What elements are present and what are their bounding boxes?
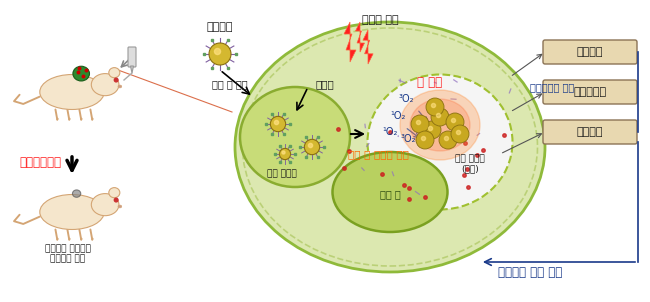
Circle shape	[423, 121, 441, 139]
Polygon shape	[131, 66, 133, 73]
Text: 세포 내 항암제 방출: 세포 내 항암제 방출	[348, 149, 408, 159]
Text: ¹O₂: ¹O₂	[382, 127, 398, 137]
Polygon shape	[356, 22, 365, 52]
Text: 인상적인 치료 효과: 인상적인 치료 효과	[498, 265, 562, 278]
FancyBboxPatch shape	[543, 40, 637, 64]
Text: 후기 엔도좀
(산성): 후기 엔도좀 (산성)	[455, 154, 485, 174]
Circle shape	[209, 43, 231, 65]
Text: 세포 내 유입: 세포 내 유입	[212, 79, 248, 89]
FancyBboxPatch shape	[543, 120, 637, 144]
Ellipse shape	[73, 66, 90, 81]
FancyBboxPatch shape	[543, 80, 637, 104]
Text: 광역학치료: 광역학치료	[573, 87, 606, 97]
Ellipse shape	[240, 87, 350, 187]
Ellipse shape	[400, 90, 480, 160]
Ellipse shape	[367, 75, 512, 210]
Circle shape	[270, 116, 285, 132]
Text: 열 발생: 열 발생	[417, 76, 443, 88]
Polygon shape	[344, 22, 356, 62]
Ellipse shape	[40, 75, 104, 110]
Text: 화학요법: 화학요법	[577, 127, 603, 137]
Text: ³O₂: ³O₂	[400, 134, 416, 144]
Ellipse shape	[333, 152, 447, 232]
Text: 전기 엔도좀: 전기 엔도좀	[267, 169, 297, 178]
Text: 나노머신: 나노머신	[207, 22, 233, 32]
Circle shape	[446, 113, 464, 131]
Ellipse shape	[72, 190, 81, 197]
Text: 삼중음성 유방암의
효과적인 억제: 삼중음성 유방암의 효과적인 억제	[45, 244, 91, 264]
Ellipse shape	[40, 194, 104, 230]
Ellipse shape	[109, 188, 120, 198]
Circle shape	[416, 131, 434, 149]
Ellipse shape	[410, 99, 470, 151]
Text: 광열치료: 광열치료	[577, 47, 603, 57]
Text: 산성화: 산성화	[316, 79, 334, 89]
Text: ³O₂: ³O₂	[398, 94, 414, 104]
Circle shape	[114, 198, 118, 202]
Ellipse shape	[109, 68, 120, 78]
Text: 세포 핵: 세포 핵	[380, 189, 400, 199]
Polygon shape	[363, 30, 373, 64]
Text: 복합항암치료: 복합항암치료	[19, 156, 61, 169]
Text: 활성산소종 발생: 활성산소종 발생	[530, 82, 574, 92]
Circle shape	[439, 131, 457, 149]
FancyBboxPatch shape	[128, 47, 136, 67]
Text: ¹O₂: ¹O₂	[390, 111, 406, 121]
Ellipse shape	[91, 194, 119, 216]
Circle shape	[304, 139, 320, 155]
Text: 레이저 조사: 레이저 조사	[361, 15, 398, 25]
Circle shape	[451, 125, 469, 143]
Circle shape	[411, 115, 429, 133]
Circle shape	[426, 98, 444, 116]
Ellipse shape	[118, 85, 122, 88]
Ellipse shape	[118, 205, 122, 208]
Ellipse shape	[91, 74, 119, 96]
Circle shape	[280, 148, 291, 159]
Circle shape	[431, 108, 449, 126]
Ellipse shape	[235, 22, 545, 272]
Circle shape	[114, 78, 118, 82]
